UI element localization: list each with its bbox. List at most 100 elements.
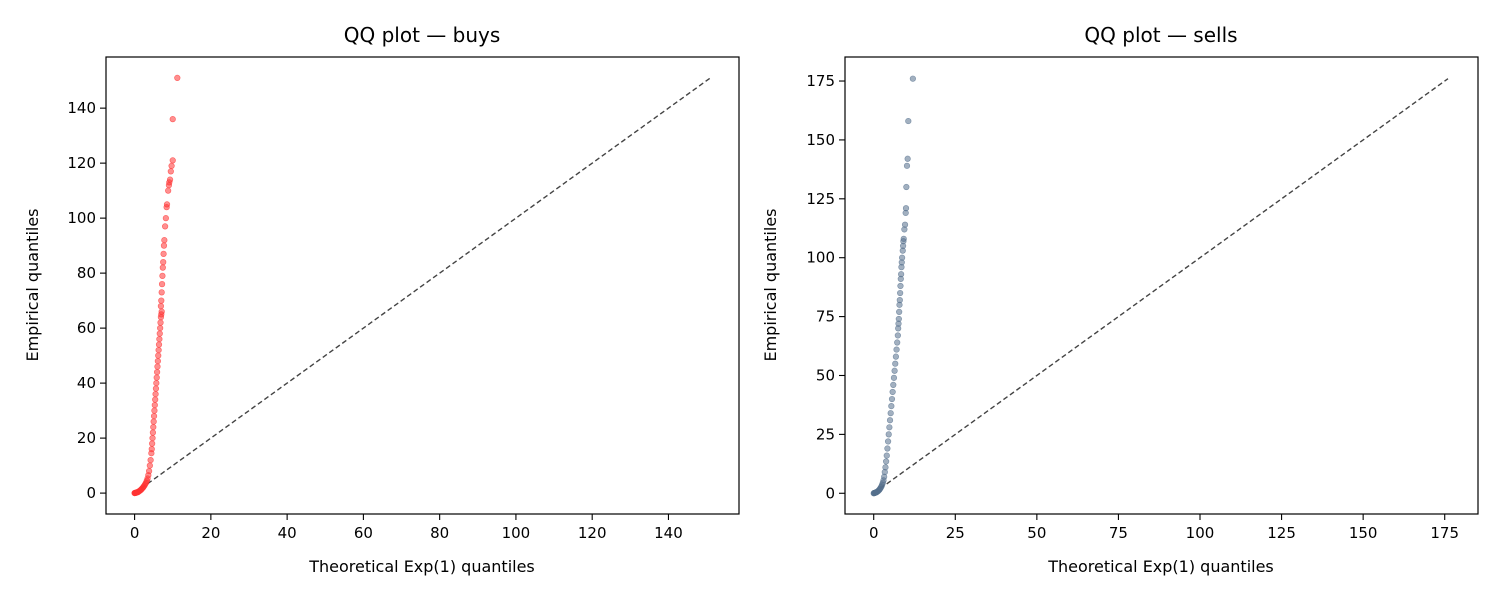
data-point — [155, 347, 162, 354]
data-point — [894, 339, 901, 346]
y-tick-label: 20 — [77, 429, 96, 447]
x-tick-label: 0 — [869, 524, 879, 542]
y-tick-label: 125 — [806, 190, 835, 208]
data-point — [903, 183, 910, 191]
data-point — [886, 417, 894, 424]
data-point — [151, 402, 158, 409]
data-point — [150, 418, 157, 425]
y-tick-label: 0 — [86, 484, 96, 502]
data-point — [905, 117, 912, 125]
x-axis-ticks: 0 25 50 75 100 125 150 175 — [869, 514, 1459, 542]
y-axis-ticks: 0 20 40 60 80 100 120 140 — [67, 99, 106, 502]
data-point — [155, 352, 162, 359]
data-point — [148, 446, 155, 453]
data-point — [161, 237, 168, 244]
data-point — [163, 201, 171, 208]
data-point — [897, 282, 904, 290]
y-tick-label: 75 — [816, 308, 835, 326]
data-point — [884, 445, 891, 452]
data-point — [152, 396, 159, 403]
data-point — [157, 325, 164, 332]
data-point — [158, 297, 165, 304]
panel-sells: QQ plot — sells 0 25 50 75 100 125 150 175 0 25 5… — [761, 23, 1479, 576]
y-tick-label: 60 — [77, 319, 96, 337]
data-point — [153, 380, 160, 387]
data-point — [166, 176, 174, 183]
data-point — [158, 289, 165, 296]
data-point — [892, 353, 900, 360]
x-tick-label: 175 — [1430, 524, 1459, 542]
data-point — [149, 435, 156, 442]
reference-line — [134, 77, 711, 494]
data-point — [159, 264, 166, 271]
y-tick-label: 80 — [77, 264, 96, 282]
x-tick-label: 40 — [278, 524, 297, 542]
data-point — [909, 75, 916, 82]
x-tick-label: 80 — [430, 524, 449, 542]
x-tick-label: 100 — [502, 524, 531, 542]
data-point — [169, 157, 176, 164]
data-point — [168, 162, 175, 169]
x-axis-label: Theoretical Exp(1) quantiles — [308, 557, 535, 576]
data-point — [883, 452, 890, 459]
reference-line — [873, 78, 1449, 494]
y-tick-label: 25 — [816, 425, 835, 443]
data-point — [155, 341, 163, 348]
panel-buys: QQ plot — buys 0 20 40 60 80 100 120 140 0 20 40 6… — [23, 23, 740, 576]
data-point — [889, 388, 896, 396]
reference-line-group — [134, 77, 711, 494]
scatter-points-sells — [870, 75, 916, 497]
x-tick-label: 120 — [578, 524, 607, 542]
data-point — [884, 438, 892, 445]
chart-title: QQ plot — sells — [1084, 23, 1237, 47]
data-point — [883, 458, 890, 465]
data-point — [897, 289, 904, 297]
data-point — [898, 271, 905, 278]
data-point — [894, 332, 901, 339]
data-point — [150, 424, 157, 431]
y-axis-label: Empirical quantiles — [761, 208, 780, 361]
data-point — [162, 223, 169, 230]
data-point — [160, 242, 168, 249]
data-point — [899, 254, 906, 261]
scatter-points-buys — [131, 74, 181, 497]
data-point — [896, 297, 903, 304]
data-point — [887, 410, 894, 417]
data-point — [904, 155, 911, 162]
x-tick-label: 0 — [130, 524, 140, 542]
x-tick-label: 20 — [201, 524, 220, 542]
data-point — [886, 424, 893, 431]
y-tick-label: 140 — [67, 99, 96, 117]
data-point — [162, 215, 169, 222]
y-axis-label: Empirical quantiles — [23, 208, 42, 361]
data-point — [145, 468, 153, 475]
data-point — [901, 221, 909, 228]
data-point — [165, 187, 172, 194]
reference-line-group — [873, 78, 1449, 494]
data-point — [153, 369, 161, 376]
data-point — [152, 385, 160, 392]
x-axis-label: Theoretical Exp(1) quantiles — [1047, 557, 1274, 576]
data-point — [900, 235, 907, 242]
data-point — [167, 168, 174, 175]
data-point — [150, 413, 158, 420]
x-tick-label: 150 — [1349, 524, 1378, 542]
y-tick-label: 0 — [825, 484, 835, 502]
data-point — [157, 319, 164, 326]
data-point — [154, 358, 161, 365]
data-point — [156, 330, 163, 337]
data-point — [153, 374, 160, 381]
x-tick-label: 100 — [1186, 524, 1215, 542]
data-point — [158, 308, 165, 315]
plot-area-frame — [844, 56, 1479, 515]
data-point — [147, 457, 154, 464]
x-tick-label: 25 — [946, 524, 965, 542]
data-point — [151, 407, 158, 414]
y-axis-ticks: 0 25 50 75 100 125 150 175 — [806, 72, 845, 502]
data-point — [169, 116, 176, 123]
data-point — [156, 336, 163, 343]
data-point — [888, 403, 895, 410]
chart-title: QQ plot — buys — [344, 23, 501, 47]
data-point — [882, 464, 889, 471]
data-point — [890, 374, 898, 381]
